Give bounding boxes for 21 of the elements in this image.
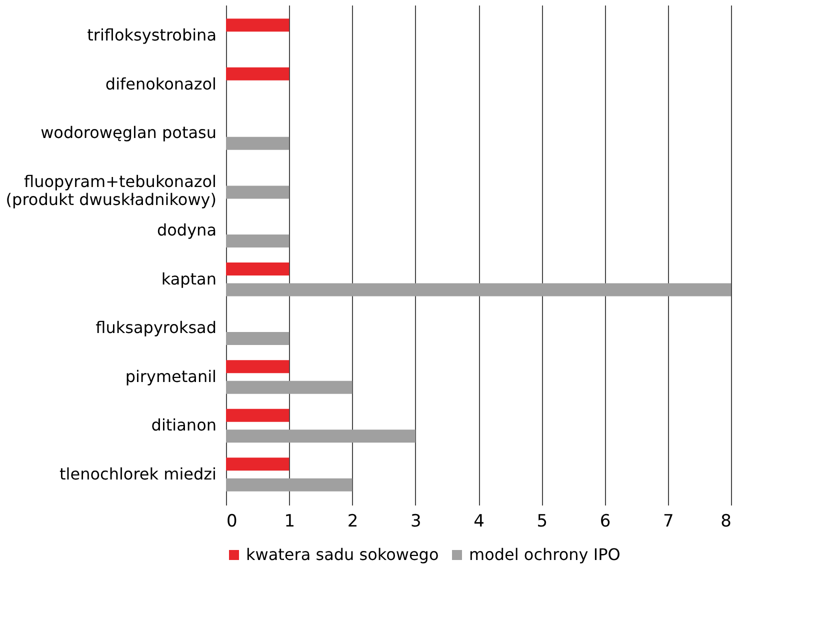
x-tick-label: 4 xyxy=(474,512,484,532)
x-tick-label: 2 xyxy=(347,512,358,532)
x-tick-label: 6 xyxy=(600,512,611,532)
y-tick-label: trifloksystrobina xyxy=(87,25,216,44)
y-tick-label: pirymetanil xyxy=(125,366,216,386)
x-tick-label: 3 xyxy=(410,512,422,532)
x-tick-label: 7 xyxy=(662,512,674,532)
y-tick-label: ditianon xyxy=(151,416,216,435)
x-tick-label: 8 xyxy=(720,512,732,532)
y-tick-label: fluksapyroksad xyxy=(96,318,216,338)
y-tick-label: difenokonazol xyxy=(105,74,216,94)
legend-label: kwatera sadu sokowego xyxy=(246,545,439,564)
y-tick-label: tlenochlorek miedzi xyxy=(60,464,216,484)
x-tick-label: 5 xyxy=(536,512,548,532)
y-tick-label: wodorowęglan potasu xyxy=(40,123,216,142)
x-tick-label: 1 xyxy=(284,512,296,532)
y-tick-label: fluopyram+tebukonazol (produkt dwuskładnikowy) xyxy=(6,172,216,209)
legend-label: model ochrony IPO xyxy=(469,545,620,564)
y-tick-label: kaptan xyxy=(161,269,216,288)
y-tick-label: dodyna xyxy=(156,220,216,240)
x-tick-label: 0 xyxy=(226,512,238,532)
